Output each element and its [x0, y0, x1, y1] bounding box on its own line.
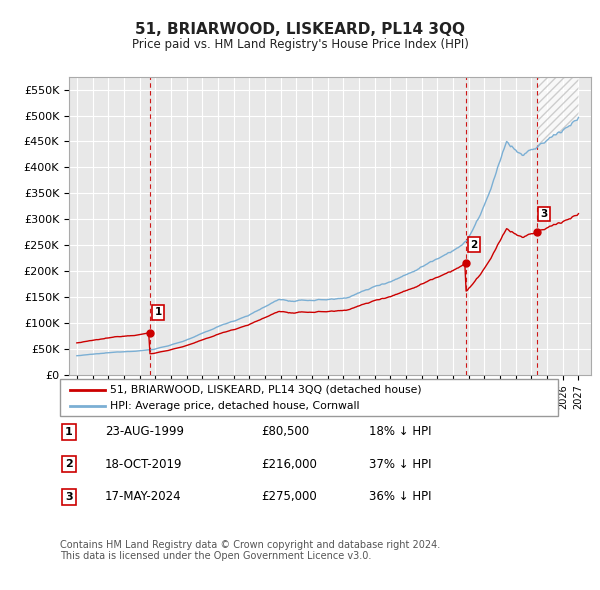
Text: 1: 1	[154, 307, 161, 317]
Text: 18% ↓ HPI: 18% ↓ HPI	[369, 425, 431, 438]
FancyBboxPatch shape	[60, 379, 558, 416]
Text: £275,000: £275,000	[261, 490, 317, 503]
Text: 51, BRIARWOOD, LISKEARD, PL14 3QQ (detached house): 51, BRIARWOOD, LISKEARD, PL14 3QQ (detac…	[110, 385, 421, 395]
Text: £216,000: £216,000	[261, 458, 317, 471]
Text: 18-OCT-2019: 18-OCT-2019	[105, 458, 182, 471]
Text: 36% ↓ HPI: 36% ↓ HPI	[369, 490, 431, 503]
Text: 51, BRIARWOOD, LISKEARD, PL14 3QQ: 51, BRIARWOOD, LISKEARD, PL14 3QQ	[135, 22, 465, 37]
Text: £80,500: £80,500	[261, 425, 309, 438]
Text: 23-AUG-1999: 23-AUG-1999	[105, 425, 184, 438]
Text: Price paid vs. HM Land Registry's House Price Index (HPI): Price paid vs. HM Land Registry's House …	[131, 38, 469, 51]
Text: Contains HM Land Registry data © Crown copyright and database right 2024.
This d: Contains HM Land Registry data © Crown c…	[60, 540, 440, 562]
Text: 17-MAY-2024: 17-MAY-2024	[105, 490, 182, 503]
Text: HPI: Average price, detached house, Cornwall: HPI: Average price, detached house, Corn…	[110, 401, 359, 411]
Text: 3: 3	[541, 209, 548, 219]
Text: 37% ↓ HPI: 37% ↓ HPI	[369, 458, 431, 471]
Text: 3: 3	[65, 492, 73, 502]
Text: 2: 2	[470, 240, 478, 250]
Text: 1: 1	[65, 427, 73, 437]
Text: 2: 2	[65, 460, 73, 469]
